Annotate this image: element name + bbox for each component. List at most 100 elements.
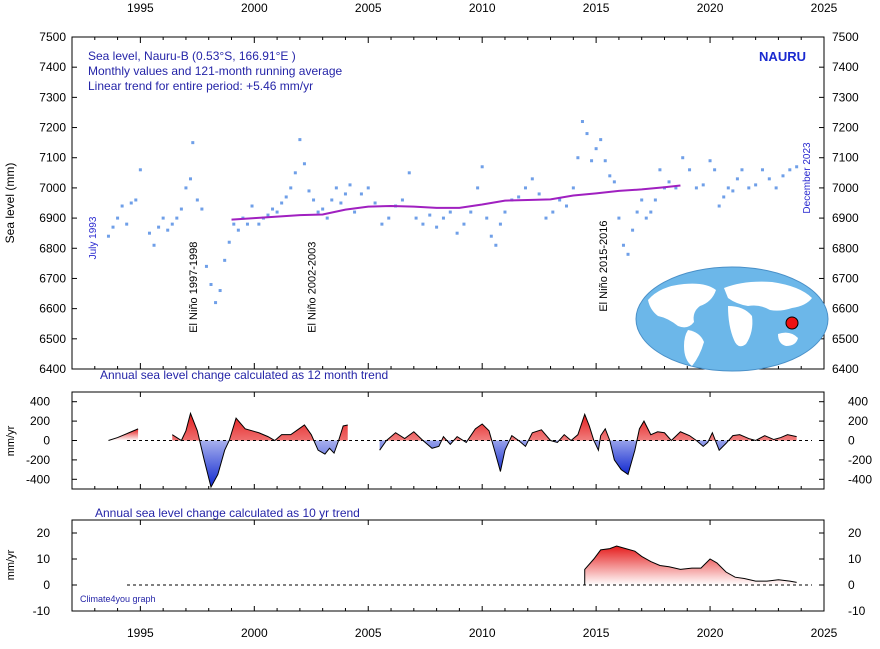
monthly-point [125,222,129,226]
globe-land-australia [778,332,798,346]
monthly-point [585,132,589,136]
trend-line [584,545,797,585]
monthly-point [640,198,644,202]
monthly-point [735,177,739,181]
monthly-point [200,207,204,211]
globe-land-americas-north [648,283,716,328]
monthly-point [170,222,174,226]
monthly-point [293,171,297,175]
monthly-point [129,201,133,205]
x-tick-label-bottom: 1995 [127,626,154,640]
monthly-point [489,234,493,238]
monthly-point [441,216,445,220]
y-tick-label-left: 0 [43,434,50,448]
monthly-point [407,171,411,175]
station-label: NAURU [759,49,806,64]
globe-land-africa [728,306,753,347]
x-tick-label-top: 2025 [811,1,838,15]
y-tick-label-right: -400 [848,472,872,486]
y-tick-label-left: 7200 [39,121,66,135]
y-tick-label-left: -10 [33,604,51,618]
main-title-line-1: Sea level, Nauru-B (0.53°S, 166.91°E ) [88,49,296,63]
monthly-point [658,168,662,172]
area-positive [108,428,139,441]
monthly-point [448,210,452,214]
main-ylabel: Sea level (mm) [3,163,17,244]
end-label: December 2023 [802,142,813,214]
monthly-point [330,198,334,202]
monthly-point [774,186,778,190]
monthly-point [191,141,195,145]
monthly-point [218,289,222,293]
monthly-point [359,192,363,196]
globe-land-eurasia [724,281,812,311]
y-tick-label-right: 6800 [832,241,859,255]
monthly-point [321,207,325,211]
monthly-point [667,180,671,184]
globe-land-americas-south [684,330,704,366]
monthly-point [214,301,218,305]
y-tick-label-left: 7000 [39,181,66,195]
monthly-point [325,216,329,220]
monthly-point [195,198,199,202]
monthly-point [147,231,151,235]
monthly-point [701,183,705,187]
monthly-point [428,213,432,217]
monthly-point [280,201,284,205]
monthly-point [134,198,138,202]
monthly-point [503,210,507,214]
monthly-point [271,207,275,211]
y-tick-label-right: 200 [848,414,868,428]
monthly-point [551,210,555,214]
globe-inset [635,266,829,372]
monthly-point [421,222,425,226]
monthly-point [537,192,541,196]
monthly-point [250,204,254,208]
y-tick-label-right: 7000 [832,181,859,195]
monthly-point [608,174,612,178]
monthly-point [480,165,484,169]
monthly-point [494,243,498,247]
y-tick-label-right: 7500 [832,30,859,44]
monthly-point [580,120,584,124]
monthly-point [626,252,630,256]
y-tick-label-left: 10 [37,552,51,566]
monthly-point [722,195,726,199]
monthly-point [631,228,635,232]
x-tick-label-bottom: 2025 [811,626,838,640]
monthly-point [188,177,192,181]
y-tick-label-left: 400 [30,395,50,409]
monthly-point [713,168,717,172]
monthly-point [653,198,657,202]
monthly-point [373,201,377,205]
monthly-point [312,198,316,202]
monthly-point [120,204,124,208]
trend10y-ylabel: mm/yr [5,549,17,580]
y-tick-label-left: 0 [43,578,50,592]
monthly-point [161,216,165,220]
monthly-point [795,165,799,169]
monthly-point [302,162,306,166]
monthly-point [649,210,653,214]
monthly-point [175,216,179,220]
y-tick-label-right: 20 [848,526,862,540]
monthly-point [223,258,227,262]
monthly-point [635,210,639,214]
monthly-point [138,168,142,172]
monthly-point [644,216,648,220]
monthly-point [380,222,384,226]
y-tick-label-right: 7100 [832,151,859,165]
monthly-point [571,186,575,190]
y-tick-label-left: 6800 [39,241,66,255]
y-tick-label-left: 6500 [39,332,66,346]
monthly-point [116,216,120,220]
monthly-point [767,177,771,181]
nauru-marker [785,316,799,330]
y-tick-label-left: 6900 [39,211,66,225]
monthly-point [594,147,598,151]
monthly-point [455,231,459,235]
monthly-point [106,234,110,238]
y-tick-label-left: 6400 [39,362,66,376]
monthly-point [353,210,357,214]
monthly-point [476,186,480,190]
